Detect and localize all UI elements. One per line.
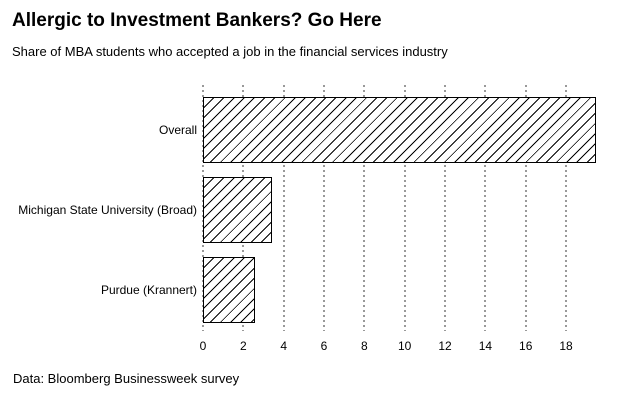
category-label: Michigan State University (Broad) xyxy=(18,202,197,217)
gridline-x-8 xyxy=(363,85,366,331)
x-tick-label-18: 18 xyxy=(559,339,573,353)
bar xyxy=(203,97,597,163)
gridline-x-18 xyxy=(565,85,568,331)
x-tick-label-8: 8 xyxy=(361,339,368,353)
gridline-x-10 xyxy=(403,85,406,331)
bar xyxy=(203,257,256,323)
x-tick-label-14: 14 xyxy=(478,339,493,353)
x-tick-label-10: 10 xyxy=(398,339,412,353)
gridline-x-6 xyxy=(323,85,326,331)
x-tick-label-2: 2 xyxy=(239,339,247,353)
gridline-x-12 xyxy=(444,85,447,331)
source-note: Data: Bloomberg Businessweek survey xyxy=(13,371,240,386)
x-tick-label-16: 16 xyxy=(519,339,533,353)
x-tick-label-4: 4 xyxy=(280,339,288,353)
x-tick-label-12: 12 xyxy=(438,339,452,353)
gridline-x-4 xyxy=(282,85,285,331)
gridline-x-14 xyxy=(484,85,487,331)
gridline-x-16 xyxy=(524,85,527,331)
chart-subtitle: Share of MBA students who accepted a job… xyxy=(12,44,448,59)
x-tick-label-6: 6 xyxy=(320,339,328,353)
chart-title: Allergic to Investment Bankers? Go Here xyxy=(12,10,382,31)
category-label: Overall xyxy=(158,123,197,137)
category-label: Purdue (Krannert) xyxy=(100,283,197,297)
x-tick-label-0: 0 xyxy=(199,339,207,353)
bar xyxy=(203,176,272,243)
